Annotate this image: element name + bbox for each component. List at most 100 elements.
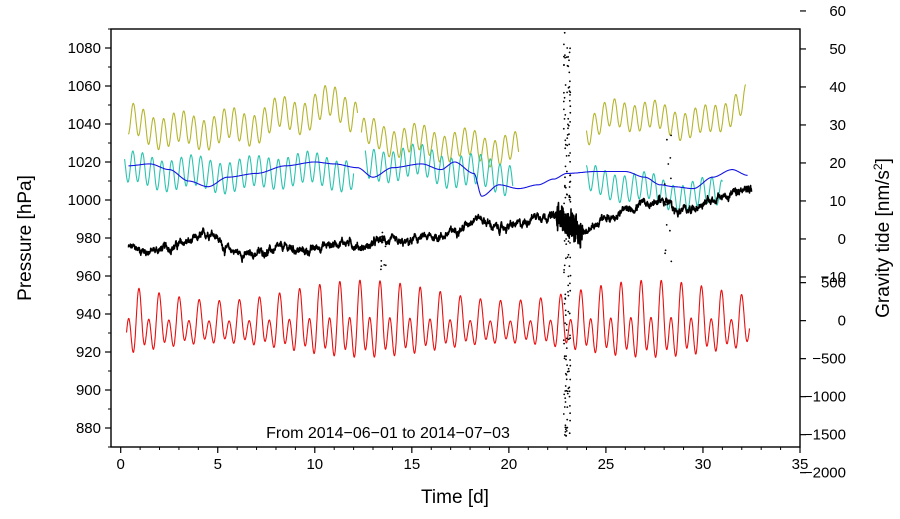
y-left-tick-label: 960 — [76, 268, 101, 285]
spike-23-dot — [568, 386, 571, 389]
spike-28-dot — [664, 249, 667, 252]
spike-23-dot — [566, 144, 569, 147]
spike-23-dot — [563, 393, 566, 396]
spike-23-dot — [563, 302, 566, 305]
spike-23-dot — [568, 198, 571, 201]
spike-23-dot — [563, 96, 566, 99]
spike-23-dot — [563, 64, 565, 66]
spike-23-dot — [564, 143, 567, 146]
x-tick-label: 35 — [792, 456, 809, 473]
spike-23-dot — [565, 355, 567, 357]
spike-23-dot — [569, 405, 571, 407]
spike-23-dot — [567, 338, 570, 341]
spike-23-dot — [565, 347, 568, 349]
spike-23-dot — [569, 80, 571, 83]
spike-23-dot — [569, 274, 572, 277]
spike-23-dot — [564, 431, 567, 433]
y-right-lower-tick-label: −1000 — [804, 389, 846, 406]
y-left-tick-label: 1000 — [68, 192, 101, 209]
pressure-variation-cyan-line-2 — [364, 143, 514, 197]
spike-23-dot — [563, 55, 565, 58]
x-tick-label: 30 — [695, 456, 712, 473]
spike-13-dot — [383, 264, 386, 266]
spike-23-dot — [569, 359, 571, 361]
spike-23-dot — [569, 378, 572, 381]
y-right-lower-tick-label: −1500 — [804, 427, 846, 444]
y-right-lower-tick-label: −2000 — [804, 465, 846, 482]
spike-23-dot — [566, 418, 569, 421]
spike-23-dot — [569, 152, 571, 154]
y-left-tick-label: 1040 — [68, 116, 101, 133]
x-tick-label: 15 — [403, 456, 420, 473]
spike-23-dot — [564, 84, 567, 86]
spike-23-dot — [568, 51, 571, 54]
spike-13-dot — [385, 243, 387, 246]
spike-23-dot — [566, 137, 569, 140]
spike-23-dot — [565, 56, 568, 59]
spike-23-dot — [564, 390, 567, 392]
spike-23-dot — [564, 314, 567, 316]
y-right-upper-tick-label: 0 — [838, 231, 846, 248]
spike-23-dot — [567, 284, 570, 287]
spike-23-dot — [565, 374, 568, 376]
y-left-tick-label: 900 — [76, 382, 101, 399]
spike-23-dot — [565, 238, 567, 240]
spike-23-dot — [565, 155, 568, 157]
spike-23-dot — [567, 124, 570, 127]
spike-23-dot — [564, 186, 567, 189]
spike-23-dot — [564, 424, 567, 427]
spike-28-dot — [667, 163, 670, 165]
y-left-tick-label: 940 — [76, 306, 101, 323]
spike-23-dot — [566, 406, 569, 408]
spike-23-dot — [568, 312, 571, 315]
spike-23-dot — [568, 99, 571, 102]
y-axis-left: 880 900 920 940 960 980 1000 1020 1040 1060 1080 — [68, 28, 111, 448]
spike-23-dot — [568, 370, 570, 373]
y-left-tick-label: 920 — [76, 344, 101, 361]
spike-23-dot — [564, 176, 566, 179]
spike-23-dot — [563, 269, 565, 271]
spike-28-dot — [670, 177, 672, 180]
gravity-residual-black-line — [127, 184, 753, 263]
y-axis-right-label-main: Gravity tide [nm/s — [873, 170, 894, 318]
spike-23-dot — [568, 143, 571, 146]
spike-23-dot — [569, 47, 571, 50]
spike-23-dot — [568, 395, 571, 398]
pressure-smooth-blue-line — [128, 161, 748, 197]
spike-23-dot — [569, 256, 572, 259]
spike-23-dot — [566, 134, 569, 136]
spike-28-dot — [669, 157, 672, 159]
spike-23-dot — [565, 378, 568, 381]
y-right-upper-tick-label: −10 — [821, 269, 846, 286]
spike-23-dot — [566, 170, 568, 173]
spike-23-dot — [564, 114, 567, 116]
y-left-tick-label: 1020 — [68, 154, 101, 171]
spike-23-dot — [565, 434, 568, 437]
spike-23-dot — [569, 364, 572, 367]
spike-23-dot — [564, 196, 567, 199]
spike-28-dot — [664, 203, 667, 206]
y-right-lower-tick-label: 500 — [821, 275, 846, 292]
spike-28-dot — [663, 183, 666, 186]
spike-23-dot — [564, 401, 567, 403]
spike-23-dot — [567, 123, 569, 126]
x-tick-label: 20 — [501, 456, 518, 473]
spike-23-dot — [569, 174, 571, 177]
spike-23-dot — [565, 329, 568, 331]
spike-23-dot — [565, 358, 567, 361]
spike-23-dot — [564, 322, 566, 324]
y-left-tick-label: 980 — [76, 230, 101, 247]
spike-13-dot — [381, 241, 384, 244]
spike-23-dot — [564, 165, 567, 168]
spike-23-dot — [564, 385, 567, 387]
y-right-lower-tick-label: 0 — [838, 313, 846, 330]
spike-23-dot — [563, 406, 566, 408]
spike-28-dot — [665, 197, 667, 200]
pressure-variation-cyan-line-1 — [124, 150, 355, 195]
spike-28-dot — [665, 224, 668, 226]
x-axis: 0 5 10 15 20 25 30 35 — [117, 447, 809, 473]
spike-23-dot — [567, 310, 570, 313]
y-right-upper-tick-label: 20 — [829, 155, 846, 172]
spike-23-dot — [565, 323, 568, 326]
